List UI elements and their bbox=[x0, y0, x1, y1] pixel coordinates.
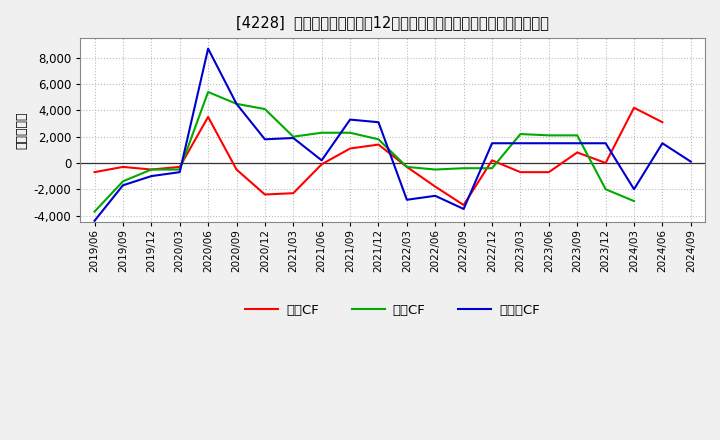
投資CF bbox=[261, 106, 269, 112]
営業CF bbox=[601, 160, 610, 165]
営業CF bbox=[289, 191, 297, 196]
フリーCF bbox=[147, 173, 156, 179]
Legend: 営業CF, 投資CF, フリーCF: 営業CF, 投資CF, フリーCF bbox=[240, 299, 546, 322]
営業CF bbox=[261, 192, 269, 197]
投資CF bbox=[318, 130, 326, 136]
投資CF bbox=[431, 167, 440, 172]
投資CF bbox=[176, 167, 184, 172]
営業CF bbox=[232, 167, 240, 172]
フリーCF bbox=[630, 187, 639, 192]
投資CF bbox=[289, 134, 297, 139]
フリーCF bbox=[176, 169, 184, 175]
営業CF bbox=[402, 164, 411, 169]
営業CF bbox=[487, 158, 496, 163]
Line: 投資CF: 投資CF bbox=[94, 92, 634, 212]
Line: フリーCF: フリーCF bbox=[94, 49, 690, 221]
Line: 営業CF: 営業CF bbox=[94, 108, 662, 205]
投資CF bbox=[204, 89, 212, 95]
投資CF bbox=[374, 137, 383, 142]
投資CF bbox=[90, 209, 99, 214]
投資CF bbox=[487, 165, 496, 171]
フリーCF bbox=[119, 183, 127, 188]
営業CF bbox=[459, 202, 468, 208]
営業CF bbox=[346, 146, 354, 151]
営業CF bbox=[431, 184, 440, 189]
投資CF bbox=[601, 187, 610, 192]
フリーCF bbox=[90, 218, 99, 224]
フリーCF bbox=[516, 141, 525, 146]
Title: [4228]  キャッシュフローの12か月移動合計の対前年同期増減額の推移: [4228] キャッシュフローの12か月移動合計の対前年同期増減額の推移 bbox=[236, 15, 549, 30]
フリーCF bbox=[261, 137, 269, 142]
営業CF bbox=[516, 169, 525, 175]
フリーCF bbox=[374, 120, 383, 125]
フリーCF bbox=[686, 159, 695, 164]
営業CF bbox=[318, 161, 326, 167]
フリーCF bbox=[289, 136, 297, 141]
フリーCF bbox=[459, 206, 468, 212]
営業CF bbox=[204, 114, 212, 120]
営業CF bbox=[119, 164, 127, 169]
フリーCF bbox=[402, 197, 411, 202]
投資CF bbox=[630, 198, 639, 204]
フリーCF bbox=[204, 46, 212, 51]
投資CF bbox=[232, 101, 240, 106]
投資CF bbox=[119, 179, 127, 184]
フリーCF bbox=[601, 141, 610, 146]
営業CF bbox=[658, 120, 667, 125]
フリーCF bbox=[544, 141, 553, 146]
投資CF bbox=[516, 132, 525, 137]
フリーCF bbox=[487, 141, 496, 146]
フリーCF bbox=[346, 117, 354, 122]
フリーCF bbox=[318, 158, 326, 163]
投資CF bbox=[573, 133, 582, 138]
投資CF bbox=[544, 133, 553, 138]
フリーCF bbox=[658, 141, 667, 146]
投資CF bbox=[147, 167, 156, 172]
営業CF bbox=[147, 167, 156, 172]
営業CF bbox=[176, 164, 184, 169]
営業CF bbox=[90, 169, 99, 175]
営業CF bbox=[573, 150, 582, 155]
フリーCF bbox=[232, 101, 240, 106]
営業CF bbox=[374, 142, 383, 147]
投資CF bbox=[459, 165, 468, 171]
投資CF bbox=[346, 130, 354, 136]
Y-axis label: （百万円）: （百万円） bbox=[15, 111, 28, 149]
営業CF bbox=[630, 105, 639, 110]
フリーCF bbox=[573, 141, 582, 146]
営業CF bbox=[544, 169, 553, 175]
投資CF bbox=[402, 164, 411, 169]
フリーCF bbox=[431, 193, 440, 198]
